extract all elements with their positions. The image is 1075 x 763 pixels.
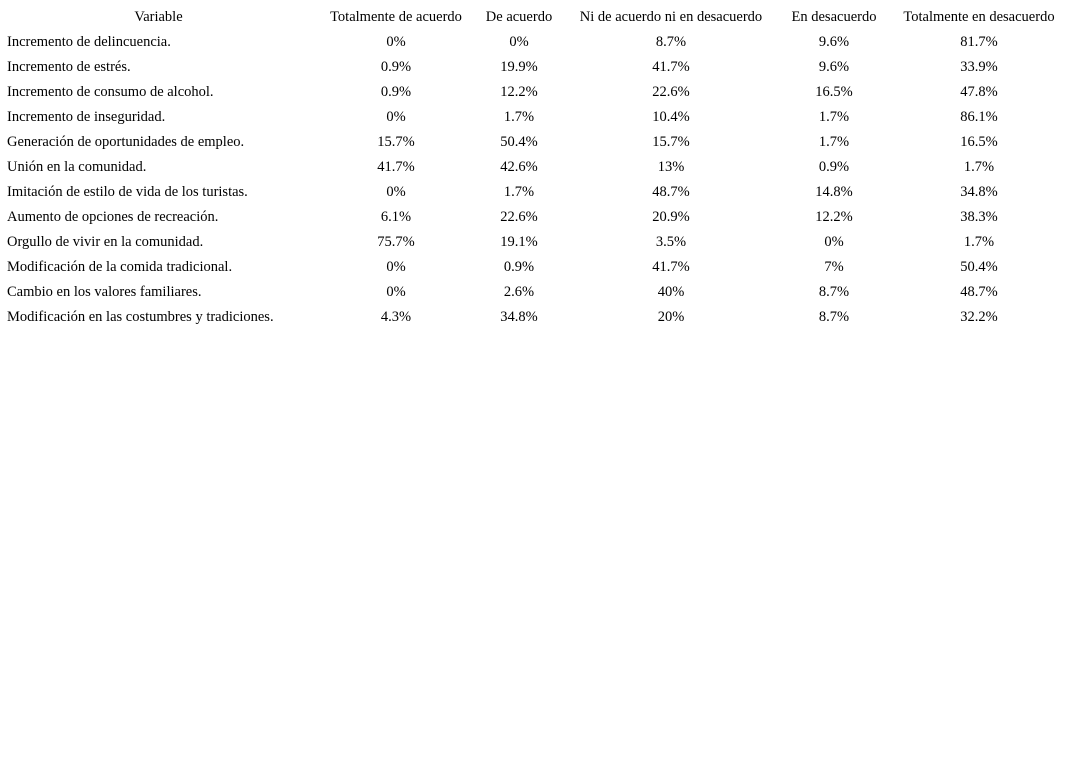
column-header: Totalmente en desacuerdo <box>903 9 1055 25</box>
percent-cell: 81.7% <box>960 34 998 50</box>
percent-cell: 1.7% <box>963 159 995 175</box>
percent-cell: 12.2% <box>500 84 538 100</box>
table-row: Unión en la comunidad. 41.7% 42.6% 13% 0.9% 1… <box>2 155 1071 180</box>
percent-cell: 0% <box>509 34 529 50</box>
variable-cell: Orgullo de vivir en la comunidad. <box>7 234 204 250</box>
variable-cell: Incremento de delincuencia. <box>7 34 171 50</box>
percent-cell: 41.7% <box>652 259 690 275</box>
percent-cell: 1.7% <box>963 234 995 250</box>
percent-cell: 8.7% <box>818 309 850 325</box>
percent-cell: 48.7% <box>652 184 690 200</box>
percent-cell: 9.6% <box>818 34 850 50</box>
percent-cell: 15.7% <box>652 134 690 150</box>
percent-cell: 34.8% <box>500 309 538 325</box>
percent-cell: 10.4% <box>652 109 690 125</box>
column-header: De acuerdo <box>485 9 553 25</box>
percent-cell: 75.7% <box>377 234 415 250</box>
variable-cell: Imitación de estilo de vida de los turis… <box>7 184 248 200</box>
percent-cell: 7% <box>824 259 844 275</box>
header-row: Variable Totalmente de acuerdo De acuerdo N… <box>2 5 1071 30</box>
percent-cell: 12.2% <box>815 209 853 225</box>
column-header: Ni de acuerdo ni en desacuerdo <box>579 9 763 25</box>
percent-cell: 2.6% <box>503 284 535 300</box>
percent-cell: 0.9% <box>818 159 850 175</box>
percent-cell: 48.7% <box>960 284 998 300</box>
table-row: Modificación en las costumbres y tradici… <box>2 305 1071 330</box>
percent-cell: 0% <box>824 234 844 250</box>
percent-cell: 20.9% <box>652 209 690 225</box>
percent-cell: 3.5% <box>655 234 687 250</box>
percent-cell: 42.6% <box>500 159 538 175</box>
percent-cell: 32.2% <box>960 309 998 325</box>
variable-cell: Modificación en las costumbres y tradici… <box>7 309 274 325</box>
percent-cell: 0.9% <box>503 259 535 275</box>
percent-cell: 86.1% <box>960 109 998 125</box>
percent-cell: 47.8% <box>960 84 998 100</box>
percent-cell: 41.7% <box>652 59 690 75</box>
variable-cell: Cambio en los valores familiares. <box>7 284 202 300</box>
percent-cell: 0% <box>386 34 406 50</box>
percent-cell: 0% <box>386 284 406 300</box>
variable-cell: Generación de oportunidades de empleo. <box>7 134 245 150</box>
percent-cell: 16.5% <box>960 134 998 150</box>
variable-cell: Incremento de inseguridad. <box>7 109 166 125</box>
variable-cell: Aumento de opciones de recreación. <box>7 209 219 225</box>
percent-cell: 0.9% <box>380 59 412 75</box>
table-row: Modificación de la comida tradicional. 0%… <box>2 255 1071 280</box>
percent-cell: 22.6% <box>500 209 538 225</box>
percent-cell: 15.7% <box>377 134 415 150</box>
percent-cell: 1.7% <box>503 184 535 200</box>
percent-cell: 6.1% <box>380 209 412 225</box>
table-row: Incremento de delincuencia. 0% 0% 8.7% 9.6% 8… <box>2 30 1071 55</box>
percent-cell: 1.7% <box>818 134 850 150</box>
percent-cell: 34.8% <box>960 184 998 200</box>
percent-cell: 1.7% <box>818 109 850 125</box>
percent-cell: 41.7% <box>377 159 415 175</box>
percent-cell: 8.7% <box>655 34 687 50</box>
percent-cell: 33.9% <box>960 59 998 75</box>
percent-cell: 0.9% <box>380 84 412 100</box>
table-row: Cambio en los valores familiares. 0% 2.6% 4… <box>2 280 1071 305</box>
percent-cell: 0% <box>386 184 406 200</box>
column-header: Totalmente de acuerdo <box>330 9 462 25</box>
percent-cell: 1.7% <box>503 109 535 125</box>
table-row: Generación de oportunidades de empleo. 15… <box>2 130 1071 155</box>
percent-cell: 14.8% <box>815 184 853 200</box>
percent-cell: 9.6% <box>818 59 850 75</box>
percent-cell: 16.5% <box>815 84 853 100</box>
table-row: Incremento de inseguridad. 0% 1.7% 10.4% 1.7… <box>2 105 1071 130</box>
table-row: Aumento de opciones de recreación. 6.1% 22… <box>2 205 1071 230</box>
column-header: Variable <box>134 9 183 25</box>
percent-cell: 50.4% <box>500 134 538 150</box>
table-row: Incremento de consumo de alcohol. 0.9% 12.… <box>2 80 1071 105</box>
percent-cell: 13% <box>657 159 685 175</box>
percent-cell: 38.3% <box>960 209 998 225</box>
table-row: Incremento de estrés. 0.9% 19.9% 41.7% 9.6% 3… <box>2 55 1071 80</box>
survey-table: Variable Totalmente de acuerdo De acuerdo N… <box>2 5 1071 330</box>
percent-cell: 4.3% <box>380 309 412 325</box>
percent-cell: 0% <box>386 109 406 125</box>
column-header: En desacuerdo <box>791 9 877 25</box>
percent-cell: 0% <box>386 259 406 275</box>
percent-cell: 8.7% <box>818 284 850 300</box>
variable-cell: Incremento de estrés. <box>7 59 131 75</box>
table-row: Imitación de estilo de vida de los turis… <box>2 180 1071 205</box>
percent-cell: 22.6% <box>652 84 690 100</box>
page: {"table": { "header": ["Variable", "Tota… <box>0 5 1075 763</box>
variable-cell: Incremento de consumo de alcohol. <box>7 84 214 100</box>
table-row: Orgullo de vivir en la comunidad. 75.7% 19… <box>2 230 1071 255</box>
variable-cell: Unión en la comunidad. <box>7 159 147 175</box>
percent-cell: 40% <box>657 284 685 300</box>
percent-cell: 50.4% <box>960 259 998 275</box>
variable-cell: Modificación de la comida tradicional. <box>7 259 233 275</box>
percent-cell: 19.1% <box>500 234 538 250</box>
percent-cell: 20% <box>657 309 685 325</box>
percent-cell: 19.9% <box>500 59 538 75</box>
